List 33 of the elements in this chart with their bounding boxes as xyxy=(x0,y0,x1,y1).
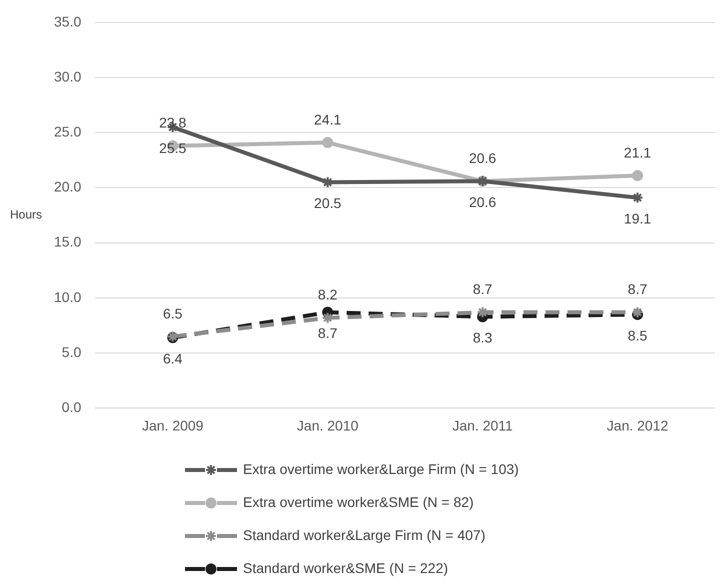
y-tick-label: 35.0 xyxy=(54,13,82,30)
data-label: 6.4 xyxy=(162,350,183,367)
y-tick-label: 20.0 xyxy=(54,178,82,195)
x-tick-label: Jan. 2011 xyxy=(452,417,514,434)
y-tick-label: 0.0 xyxy=(62,399,82,416)
data-label: 8.7 xyxy=(628,281,648,298)
data-label: 6.5 xyxy=(162,305,183,322)
legend-label: Extra overtime worker&Large Firm (N = 103) xyxy=(243,460,519,477)
y-tick-label: 15.0 xyxy=(54,234,82,250)
y-tick-label: 25.0 xyxy=(54,123,82,140)
x-tick-label: Jan. 2009 xyxy=(142,417,204,434)
data-label: 20.6 xyxy=(468,194,496,210)
data-label: 8.5 xyxy=(628,327,648,344)
y-axis-title: Hours xyxy=(10,208,42,222)
data-label: 8.7 xyxy=(472,281,493,298)
data-label: 23.8 xyxy=(159,114,187,131)
data-label: 21.1 xyxy=(624,144,652,160)
data-label: 19.1 xyxy=(624,210,652,227)
legend-label: Standard worker&Large Firm (N = 407) xyxy=(243,526,486,543)
data-label: 20.6 xyxy=(468,150,496,166)
data-label: 24.1 xyxy=(314,111,342,128)
x-tick-label: Jan. 2012 xyxy=(606,417,668,434)
data-label: 25.5 xyxy=(159,140,187,156)
legend-label: Extra overtime worker&SME (N = 82) xyxy=(243,494,474,510)
y-tick-label: 30.0 xyxy=(54,68,82,84)
data-label: 8.2 xyxy=(318,286,338,303)
data-label: 20.5 xyxy=(314,195,342,212)
data-label: 8.3 xyxy=(472,330,493,346)
data-label: 8.7 xyxy=(318,325,338,342)
y-tick-label: 5.0 xyxy=(62,344,82,360)
y-tick-label: 10.0 xyxy=(54,288,82,305)
legend-label: Standard worker&SME (N = 222) xyxy=(243,560,448,576)
x-tick-label: Jan. 2010 xyxy=(296,417,359,434)
